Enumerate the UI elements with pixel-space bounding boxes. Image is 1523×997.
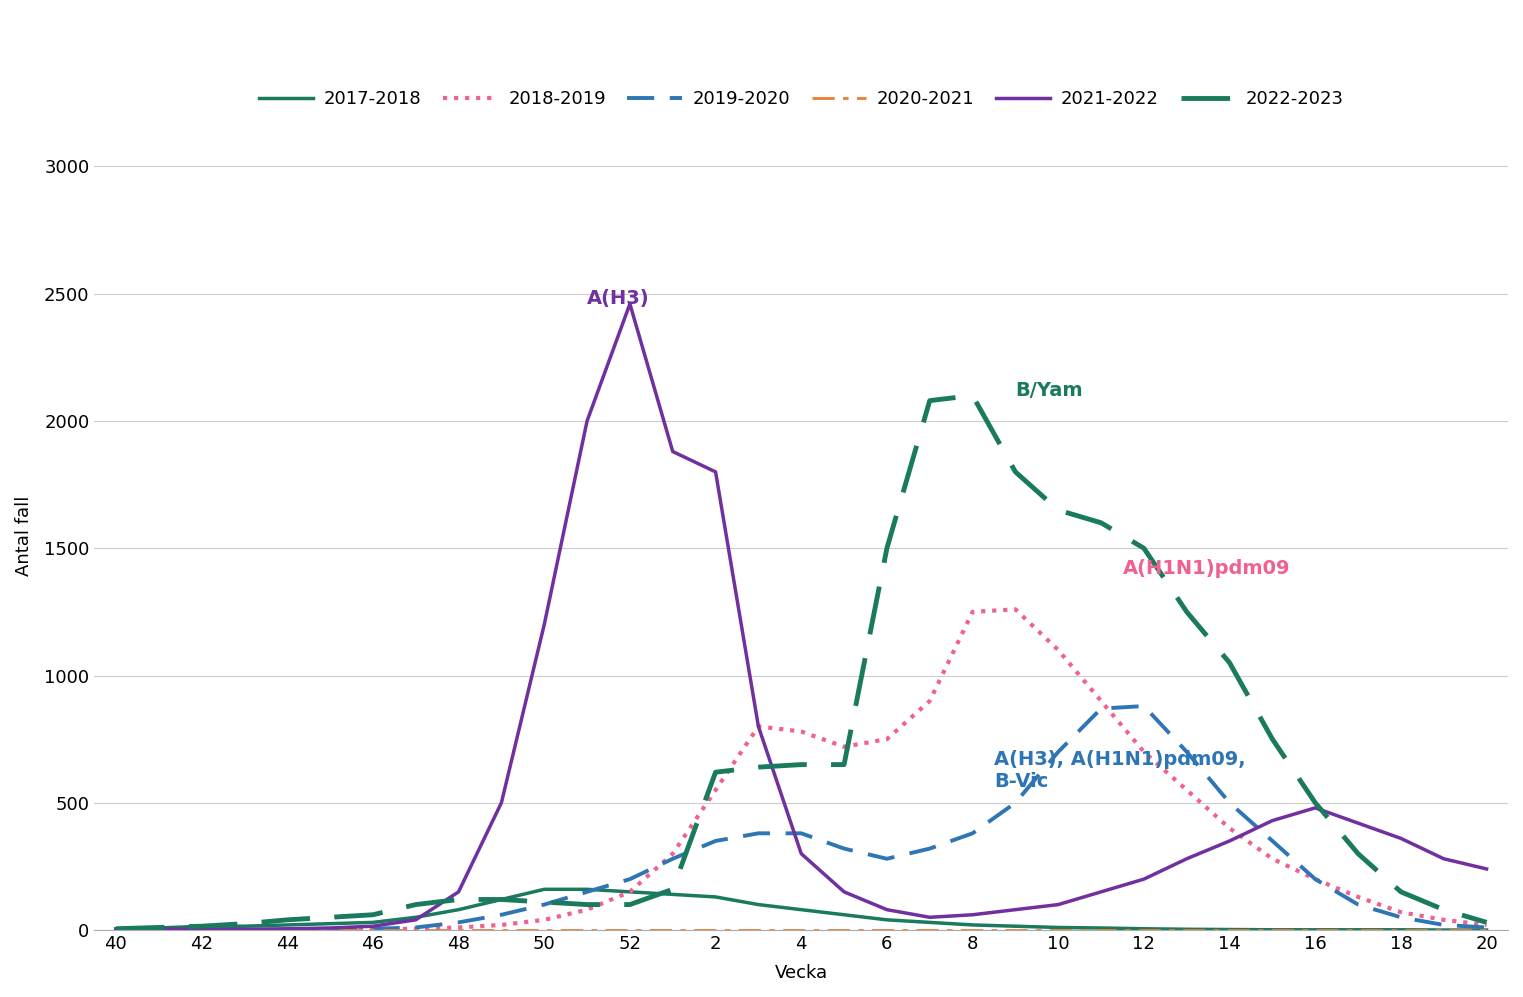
Text: A(H1N1)pdm09: A(H1N1)pdm09 xyxy=(1122,558,1290,577)
Text: B/Yam: B/Yam xyxy=(1016,381,1083,400)
X-axis label: Vecka: Vecka xyxy=(775,964,829,982)
Y-axis label: Antal fall: Antal fall xyxy=(15,496,34,575)
Text: A(H3), A(H1N1)pdm09,
B-Vic: A(H3), A(H1N1)pdm09, B-Vic xyxy=(995,751,1246,792)
Text: A(H3): A(H3) xyxy=(586,289,650,308)
Legend: 2017-2018, 2018-2019, 2019-2020, 2020-2021, 2021-2022, 2022-2023: 2017-2018, 2018-2019, 2019-2020, 2020-20… xyxy=(251,83,1351,116)
